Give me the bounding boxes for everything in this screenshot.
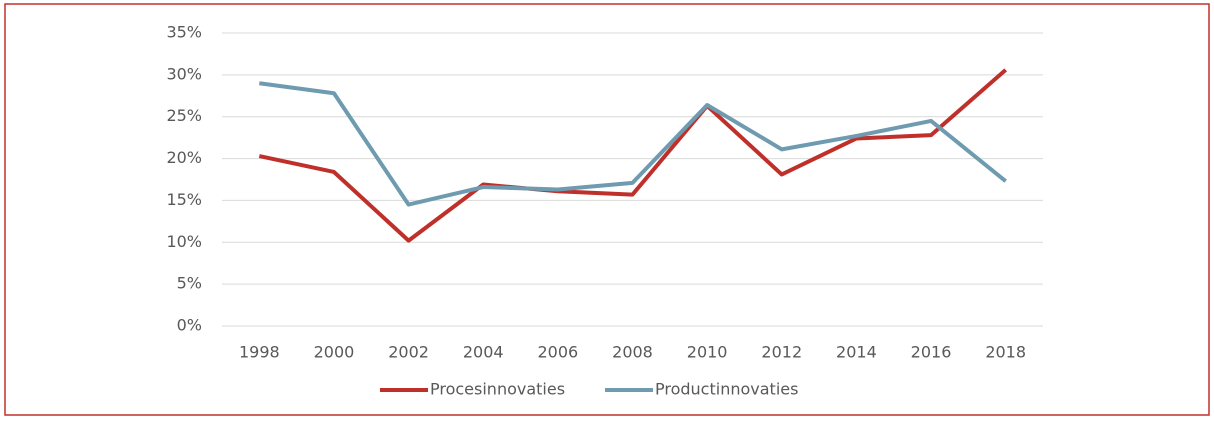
series-line <box>258 68 1007 243</box>
x-tick-label: 2004 <box>463 343 504 362</box>
x-tick-label: 2002 <box>388 343 429 362</box>
x-tick-label: 2008 <box>612 343 653 362</box>
y-tick-label: 0% <box>177 316 202 335</box>
y-tick-label: 30% <box>166 64 202 83</box>
x-tick-label: 2000 <box>314 343 355 362</box>
series-line <box>259 81 1007 207</box>
x-tick-label: 1998 <box>239 343 280 362</box>
y-tick-label: 20% <box>166 148 202 167</box>
y-tick-label: 15% <box>166 190 202 209</box>
x-tick-label: 2010 <box>687 343 728 362</box>
frame <box>4 3 1210 416</box>
y-tick-label: 35% <box>166 23 202 42</box>
y-tick-label: 25% <box>166 106 202 125</box>
x-tick-label: 2012 <box>761 343 802 362</box>
x-tick-label: 2018 <box>985 343 1026 362</box>
x-tick-label: 2006 <box>538 343 579 362</box>
x-tick-label: 2014 <box>836 343 877 362</box>
x-tick-label: 2016 <box>911 343 952 362</box>
y-tick-label: 5% <box>177 274 202 293</box>
y-tick-label: 10% <box>166 232 202 251</box>
legend-label: Productinnovaties <box>655 380 798 399</box>
legend-label: Procesinnovaties <box>430 380 565 399</box>
